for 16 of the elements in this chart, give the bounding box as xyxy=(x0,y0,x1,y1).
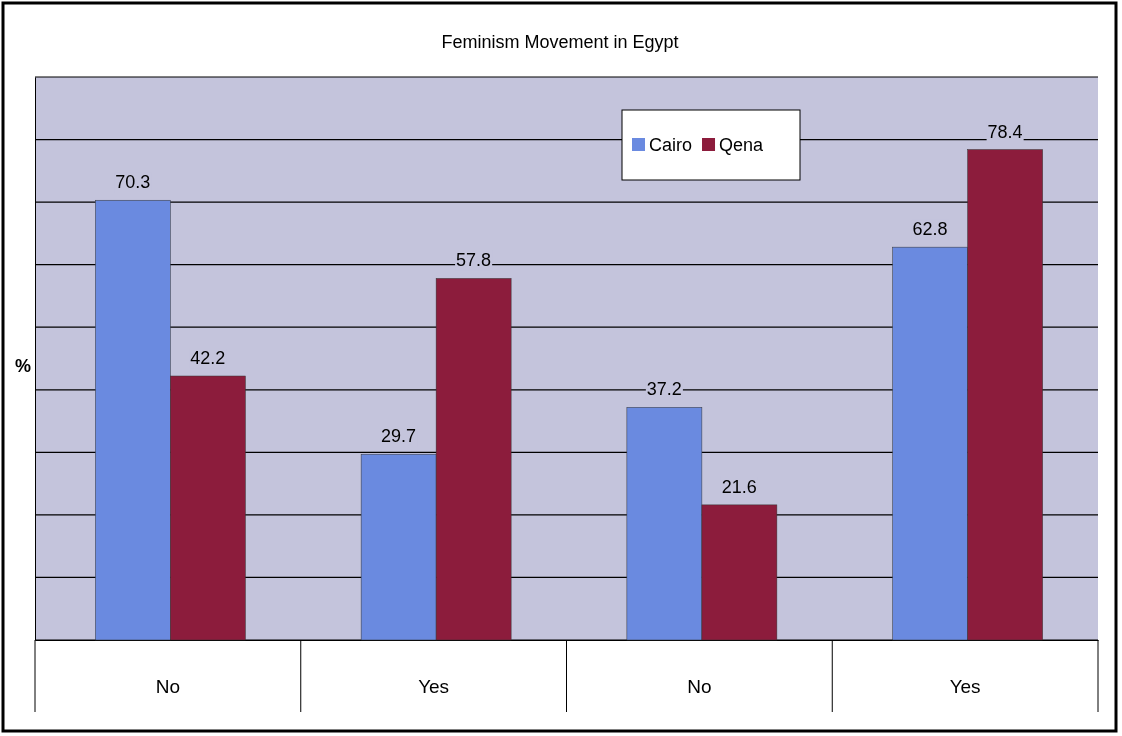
data-label: 78.4 xyxy=(987,121,1023,142)
legend-label: Qena xyxy=(719,135,765,155)
x-tick-label: Yes xyxy=(418,676,450,698)
legend-label: Cairo xyxy=(649,135,693,155)
x-tick-label: No xyxy=(155,676,181,698)
data-label: 70.3 xyxy=(115,172,151,193)
data-label: 37.2 xyxy=(646,379,682,400)
x-tick-label: No xyxy=(687,676,712,698)
y-axis-title: % xyxy=(14,356,31,376)
chart-title: Feminism Movement in Egypt xyxy=(441,32,679,52)
data-label: 62.8 xyxy=(912,219,948,240)
data-label: 42.2 xyxy=(190,348,226,369)
data-label: 57.8 xyxy=(456,250,492,271)
data-label: 29.7 xyxy=(381,426,417,447)
x-tick-label: Yes xyxy=(949,676,981,698)
data-label: 21.6 xyxy=(721,476,757,497)
